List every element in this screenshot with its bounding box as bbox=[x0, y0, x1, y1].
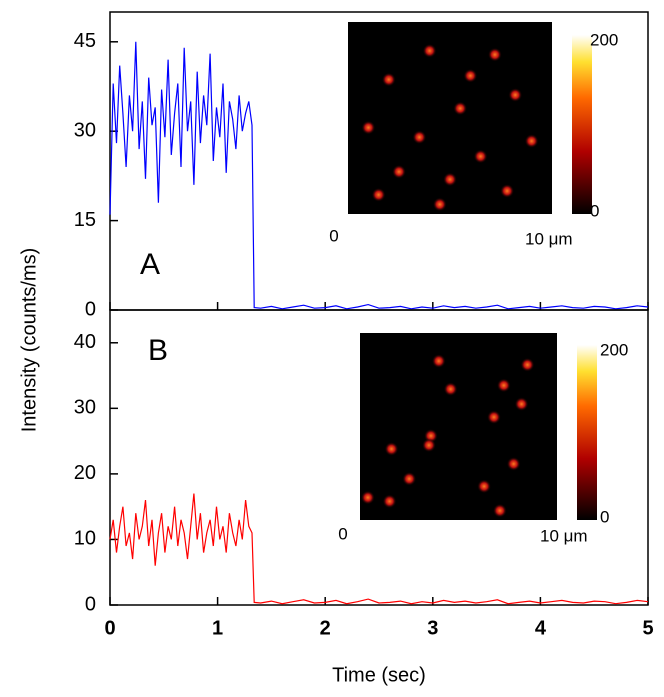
inset-spot bbox=[384, 441, 399, 456]
inset-tick-label: 10 μm bbox=[540, 526, 588, 545]
inset-spot bbox=[412, 130, 427, 145]
colorbar bbox=[577, 345, 597, 520]
inset-spot bbox=[422, 43, 437, 58]
trace-line bbox=[109, 493, 649, 605]
inset-spot bbox=[360, 490, 375, 505]
panel-label: B bbox=[148, 334, 168, 367]
plot-frame bbox=[109, 309, 649, 606]
colorbar bbox=[572, 35, 592, 214]
colorbar-tick-label: 200 bbox=[600, 340, 628, 359]
inset-spot bbox=[508, 87, 523, 102]
inset-spot bbox=[506, 456, 521, 471]
y-tick-label: 0 bbox=[85, 593, 96, 615]
x-tick-label: 1 bbox=[212, 617, 223, 639]
inset-spot bbox=[487, 47, 502, 62]
y-axis-label: Intensity (counts/ms) bbox=[18, 248, 40, 433]
x-tick-label: 0 bbox=[104, 617, 115, 639]
x-tick-label: 3 bbox=[427, 617, 438, 639]
y-tick-label: 0 bbox=[85, 298, 96, 320]
y-tick-label: 30 bbox=[74, 397, 96, 419]
inset-spot bbox=[371, 187, 386, 202]
x-axis-label: Time (sec) bbox=[332, 664, 426, 686]
inset-spot bbox=[381, 72, 396, 87]
inset-spot bbox=[392, 164, 406, 179]
inset-tick-label: 0 bbox=[329, 226, 338, 245]
inset-spot bbox=[473, 149, 488, 164]
inset-spot bbox=[477, 479, 492, 494]
y-tick-label: 30 bbox=[74, 119, 96, 141]
inset-spot bbox=[492, 503, 507, 518]
inset-tick-label: 10 μm bbox=[525, 229, 573, 248]
x-tick-label: 4 bbox=[535, 617, 547, 639]
inset-spot bbox=[443, 382, 458, 397]
y-tick-label: 10 bbox=[74, 528, 96, 550]
trace-line bbox=[109, 41, 649, 310]
y-tick-label: 15 bbox=[74, 209, 96, 231]
colorbar-tick-label: 0 bbox=[600, 507, 609, 526]
inset-spot bbox=[382, 494, 397, 509]
x-tick-label: 5 bbox=[642, 617, 653, 639]
inset-spot bbox=[514, 397, 529, 412]
inset-spot bbox=[443, 172, 457, 187]
inset-spot bbox=[432, 197, 447, 212]
inset-spot bbox=[361, 120, 376, 135]
panel-label: A bbox=[140, 248, 160, 281]
inset-spot bbox=[520, 357, 535, 372]
inset-spot bbox=[453, 101, 468, 116]
inset-spot bbox=[486, 410, 501, 425]
colorbar-tick-label: 200 bbox=[590, 30, 618, 49]
y-tick-label: 40 bbox=[74, 331, 96, 353]
inset-spot bbox=[524, 134, 539, 149]
inset-spot bbox=[431, 354, 446, 369]
inset-spot bbox=[421, 438, 436, 453]
inset-spot bbox=[463, 68, 478, 83]
y-tick-label: 20 bbox=[74, 462, 96, 484]
colorbar-tick-label: 0 bbox=[590, 201, 599, 220]
inset-spot bbox=[402, 471, 417, 486]
inset-tick-label: 0 bbox=[338, 524, 347, 543]
inset-spot bbox=[496, 378, 511, 393]
x-tick-label: 2 bbox=[320, 617, 331, 639]
y-tick-label: 45 bbox=[74, 30, 96, 52]
inset-spot bbox=[500, 183, 515, 198]
